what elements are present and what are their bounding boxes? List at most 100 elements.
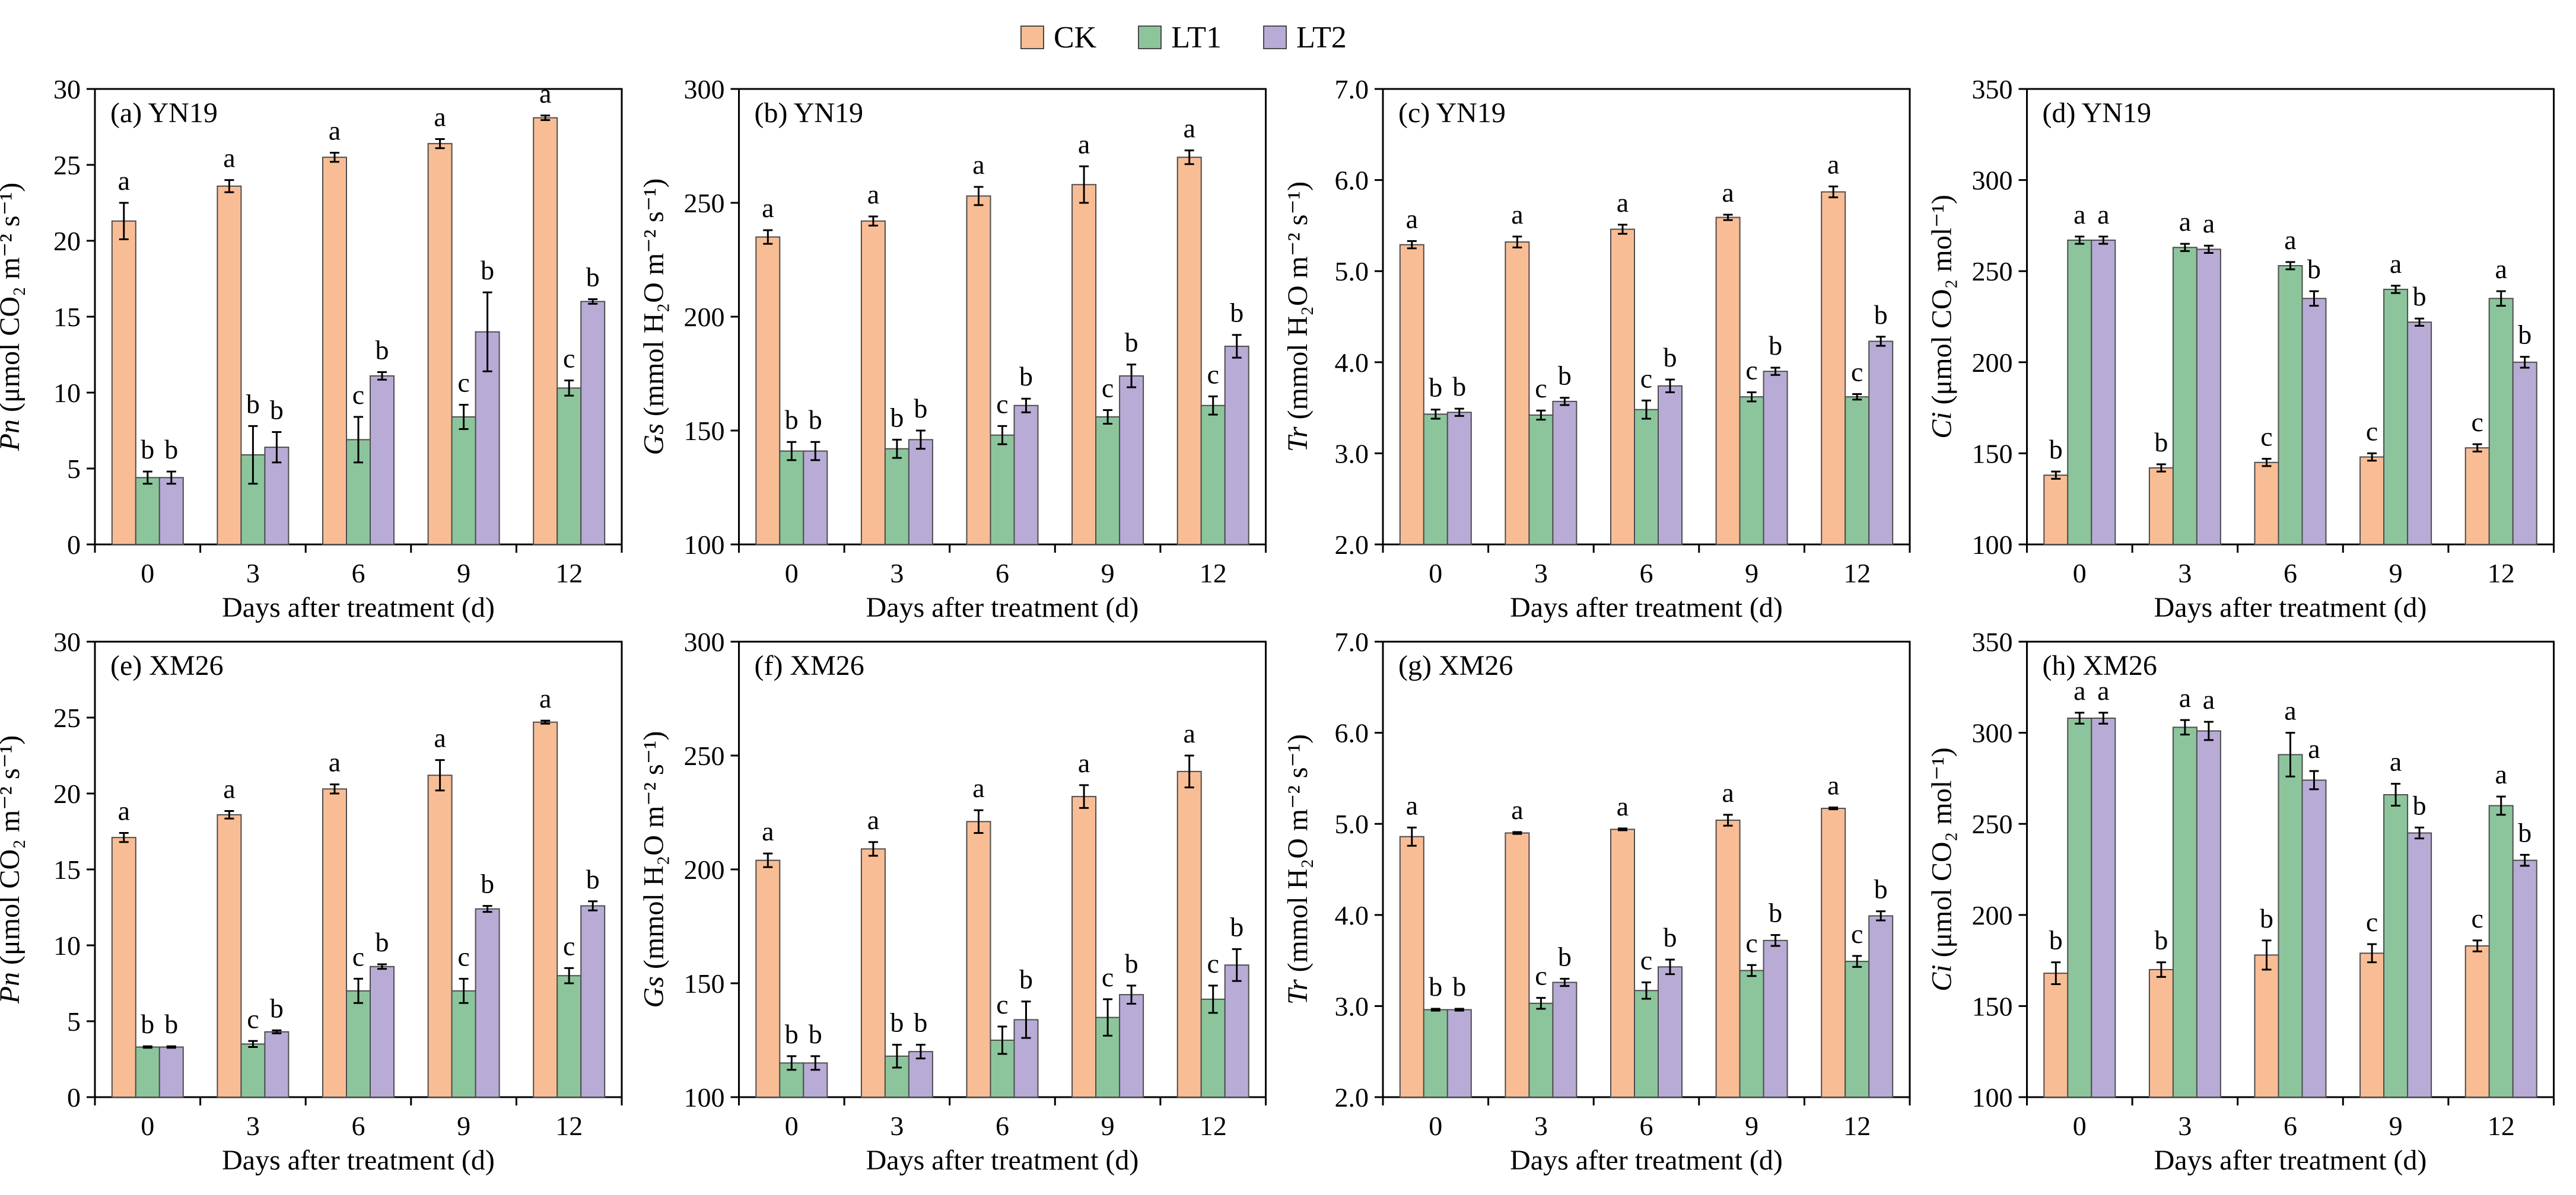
y-tick-label: 150	[684, 416, 725, 446]
significance-letter: b	[246, 388, 260, 419]
significance-letter: c	[1640, 945, 1652, 975]
bar-ck	[1176, 770, 1202, 1098]
significance-letter: a	[539, 78, 551, 109]
bar-lt2	[1119, 375, 1144, 546]
x-tick-label: 9	[2389, 1111, 2403, 1141]
y-tick-label: 5.0	[1335, 256, 1369, 286]
x-tick-label: 9	[457, 558, 470, 588]
y-tick-label: 3.0	[1335, 438, 1369, 469]
x-tick-label: 9	[1101, 1111, 1115, 1141]
significance-letter: b	[2049, 434, 2063, 464]
bar-lt2	[1868, 340, 1894, 545]
y-axis-label: Pn (μmol CO₂ m⁻² s⁻¹)	[0, 735, 26, 1005]
significance-letter: c	[1851, 357, 1863, 387]
y-tick-label: 0	[67, 530, 81, 560]
bar-ck	[322, 788, 347, 1098]
significance-letter: c	[1207, 948, 1219, 979]
bar-ck	[2043, 973, 2069, 1098]
bar-lt2	[580, 301, 606, 545]
significance-letter: b	[2307, 254, 2321, 284]
y-tick-label: 15	[53, 855, 81, 885]
panel-label: (f) XM26	[755, 650, 864, 681]
bar-lt1	[1528, 1002, 1554, 1098]
panel-h: 100 150 200 250 300 350 Ci (μmol CO₂ mol⁻¹) 0 3 6…	[1926, 627, 2555, 1176]
bar-ck	[1505, 241, 1530, 545]
significance-letter: b	[1452, 371, 1466, 401]
significance-letter: a	[1183, 113, 1195, 144]
significance-letter: c	[2260, 422, 2272, 452]
bar-ck	[2254, 954, 2279, 1098]
significance-letter: c	[1851, 919, 1863, 949]
significance-letter: b	[270, 395, 284, 425]
significance-letter: a	[762, 193, 774, 223]
bar-lt2	[2301, 298, 2327, 545]
panel-label: (c) YN19	[1398, 97, 1506, 129]
y-axis-variable: Pn	[0, 972, 26, 1004]
legend-item-lt2: LT2	[1263, 20, 1347, 55]
panel-label: (a) YN19	[110, 97, 218, 129]
y-tick-label: 2.0	[1335, 530, 1369, 560]
significance-letter: c	[996, 989, 1008, 1019]
significance-letter: a	[972, 149, 984, 180]
x-tick-label: 12	[555, 558, 583, 588]
bar-ck	[1821, 191, 1846, 545]
significance-letter: a	[2284, 696, 2296, 726]
bar-ck	[427, 775, 453, 1098]
significance-letter: b	[1558, 361, 1572, 391]
x-tick-label: 12	[1200, 1111, 1227, 1141]
x-tick-label: 9	[457, 1111, 470, 1141]
bar-ck	[1176, 157, 1202, 545]
y-tick-label: 15	[53, 302, 81, 332]
bar-lt2	[264, 1031, 290, 1098]
bar-lt2	[1446, 1009, 1472, 1098]
panel-d: 100 150 200 250 300 350 Ci (μmol CO₂ mol⁻¹) 0 3 6…	[1926, 74, 2555, 623]
bar-lt1	[135, 1046, 160, 1098]
bar-lt2	[1224, 345, 1249, 545]
significance-letter: b	[481, 868, 494, 898]
y-axis-label: Gs (mmol H₂O m⁻² s⁻¹)	[638, 179, 670, 455]
significance-letter: b	[586, 262, 600, 292]
bar-lt1	[990, 434, 1015, 545]
panel-e: 0 5 10 15 20 25 30 Pn (μmol CO₂ m⁻² s⁻¹) 0 3 6 9 12 D…	[0, 627, 623, 1176]
x-tick-label: 12	[1200, 558, 1227, 588]
y-tick-label: 5.0	[1335, 809, 1369, 839]
bar-lt1	[1739, 396, 1764, 546]
significance-letter: b	[809, 404, 822, 435]
significance-letter: b	[890, 1008, 904, 1038]
bar-lt1	[240, 1043, 266, 1098]
significance-letter: b	[376, 334, 389, 365]
bar-lt1	[2383, 794, 2409, 1098]
significance-letter: a	[2073, 199, 2085, 230]
bar-lt2	[1763, 939, 1788, 1098]
significance-letter: c	[2471, 903, 2483, 933]
bar-lt2	[1658, 385, 1683, 546]
panel-c: 2.0 3.0 4.0 5.0 6.0 7.0 Tr (mmol H₂O m⁻² s⁻¹) 0…	[1282, 74, 1911, 623]
significance-letter: a	[1722, 777, 1734, 808]
significance-letter: a	[223, 773, 235, 804]
significance-letter: a	[2179, 683, 2191, 713]
y-tick-label: 5	[67, 454, 81, 484]
significance-letter: b	[376, 927, 389, 957]
bar-ck	[322, 157, 347, 545]
bar-lt2	[1224, 964, 1249, 1098]
bar-lt1	[135, 477, 160, 545]
significance-letter: b	[2260, 903, 2273, 933]
significance-letter: c	[247, 1003, 259, 1034]
y-tick-label: 250	[1972, 256, 2013, 286]
panel-label: (d) YN19	[2043, 97, 2152, 129]
y-tick-label: 250	[684, 188, 725, 218]
significance-letter: a	[1406, 204, 1418, 234]
y-tick-label: 350	[1972, 74, 2013, 104]
significance-letter: b	[2154, 925, 2168, 955]
significance-letter: b	[1874, 874, 1888, 904]
bar-lt2	[2407, 321, 2432, 545]
significance-letter: b	[2154, 427, 2168, 457]
bar-lt2	[1868, 915, 1894, 1098]
y-tick-label: 200	[1972, 900, 2013, 930]
x-tick-label: 6	[352, 558, 365, 588]
bar-ck	[1071, 184, 1097, 545]
bar-ck	[1399, 836, 1424, 1098]
x-tick-label: 12	[2488, 1111, 2515, 1141]
significance-letter: c	[1535, 961, 1547, 991]
y-tick-label: 250	[684, 741, 725, 771]
